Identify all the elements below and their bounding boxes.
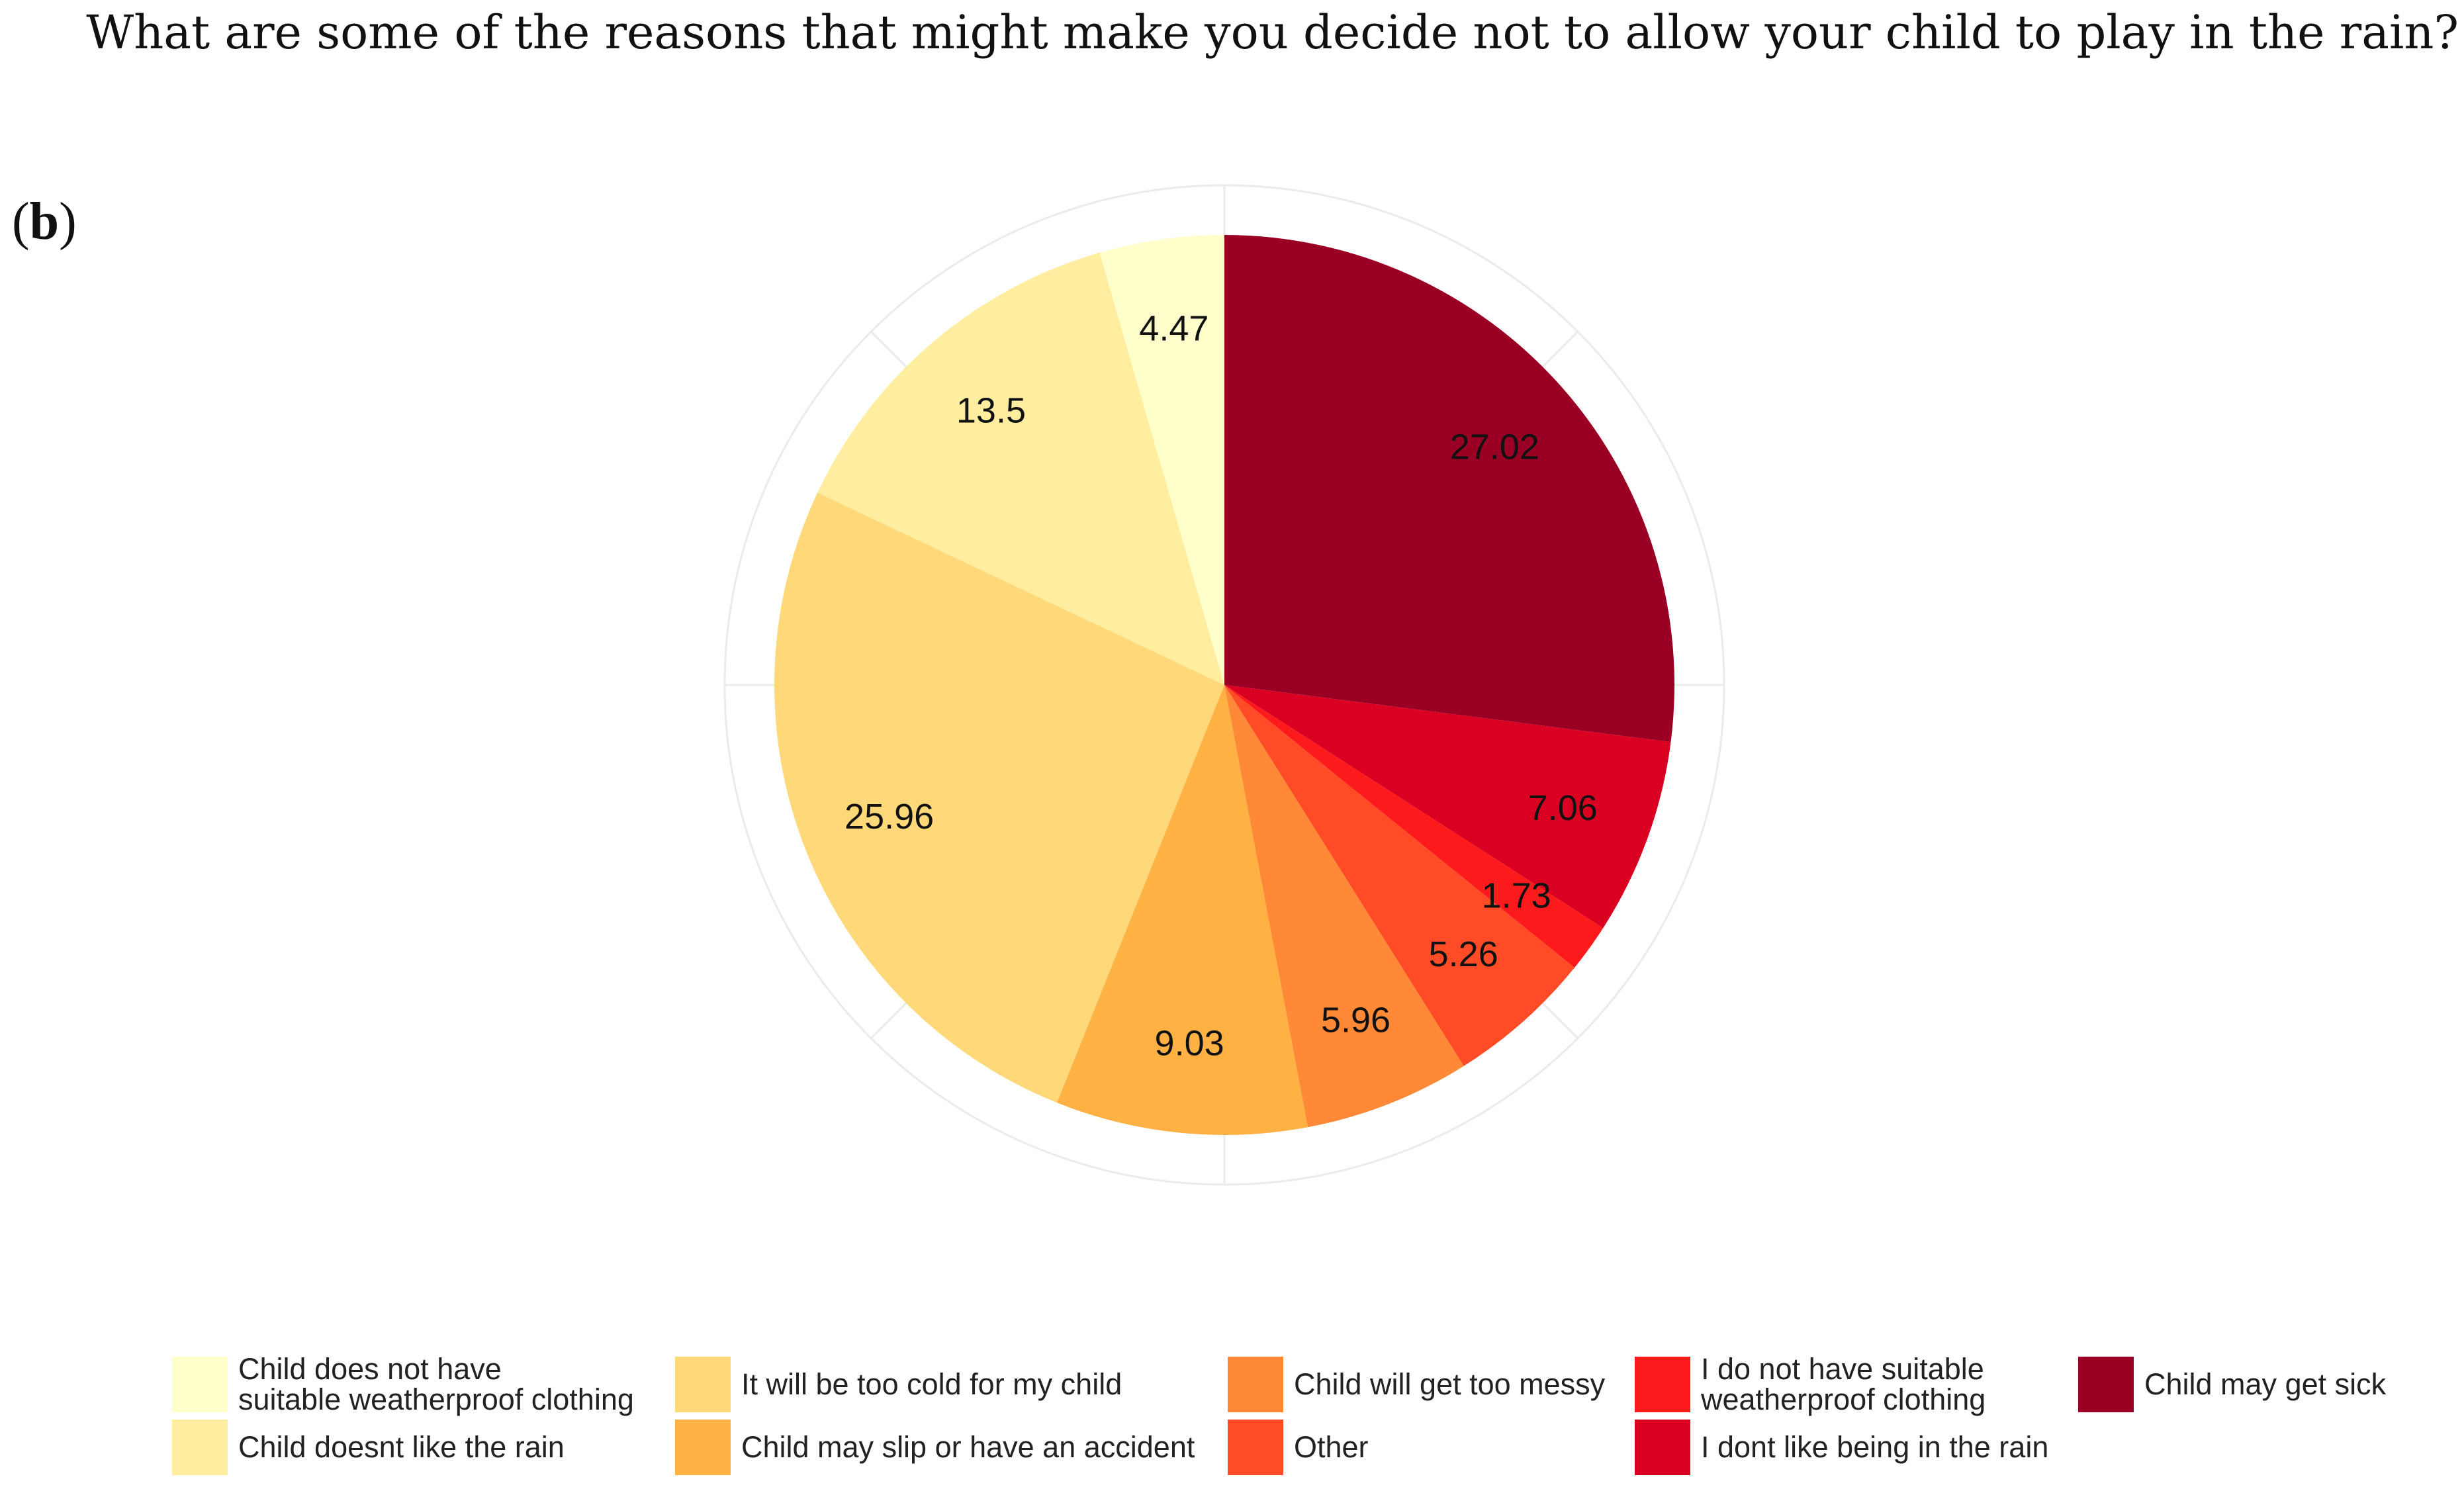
chart-question-title: What are some of the reasons that might … [86,5,2459,60]
pie-slice-i-do-not-have-suitable-weatherproof-clothing [1224,685,1604,968]
panel-label: (b) [12,192,77,252]
legend-swatch [172,1357,228,1412]
panel-label-close: ) [59,193,77,251]
legend-item-child-will-get-too-messy: Child will get too messy [1228,1357,1605,1412]
legend-item-i-do-not-have-suitable-weatherproof-clothing: I do not have suitable weatherproof clot… [1635,1352,1986,1416]
legend-item-i-dont-like-being-in-the-rain: I dont like being in the rain [1635,1420,2048,1475]
pie-slice-child-may-slip-or-have-an-accident [1057,685,1308,1135]
legend-swatch [2078,1357,2134,1412]
pie-slice-other [1224,685,1574,1066]
slice-value-label-child-will-get-too-messy: 5.96 [1321,1000,1391,1040]
legend-item-it-will-be-too-cold-for-my-child: It will be too cold for my child [675,1357,1122,1412]
legend-swatch [675,1357,731,1412]
pie-slice-i-dont-like-being-in-the-rain [1224,685,1671,928]
legend-label: I dont like being in the rain [1701,1430,2049,1464]
legend-label: Child does not have suitable weatherproo… [238,1352,634,1416]
slice-value-label-child-may-slip-or-have-an-accident: 9.03 [1155,1023,1224,1063]
legend-label: Child will get too messy [1294,1367,1606,1401]
pie-slice-it-will-be-too-cold-for-my-child [774,492,1224,1103]
slice-labels: 27.02 7.06 1.73 5.26 5.96 9.03 25.96 13.5 4.47 [844,308,1598,1063]
pie-chart: 27.02 7.06 1.73 5.26 5.96 9.03 25.96 13.5 4.47 [723,184,1725,1186]
legend-swatch [1228,1420,1283,1475]
slice-value-label-i-dont-like-being-in-the-rain: 7.06 [1528,788,1598,828]
legend-swatch [1635,1357,1690,1412]
legend: Child does not have suitable weatherproo… [172,1352,2422,1482]
slice-value-label-child-does-not-have-suitable-weatherproof-clothing: 4.47 [1139,308,1209,348]
legend-swatch [172,1420,228,1475]
pie-slices [774,235,1674,1135]
legend-item-other: Other [1228,1420,1369,1475]
pie-slice-child-may-get-sick [1224,235,1674,743]
slice-value-label-other: 5.26 [1429,934,1498,974]
panel-label-letter: b [29,193,60,251]
slice-value-label-it-will-be-too-cold-for-my-child: 25.96 [844,797,934,837]
panel-label-open: ( [12,193,30,251]
legend-item-child-may-get-sick: Child may get sick [2078,1357,2386,1412]
legend-item-child-does-not-have-suitable-weatherproof-clothing: Child does not have suitable weatherproo… [172,1352,634,1416]
pie-slice-child-doesnt-like-the-rain [817,252,1224,685]
legend-label: I do not have suitable weatherproof clot… [1701,1352,1986,1416]
slice-value-label-child-doesnt-like-the-rain: 13.5 [956,391,1026,431]
slice-value-label-i-do-not-have-suitable-weatherproof-clothing: 1.73 [1482,876,1551,915]
slice-value-label-child-may-get-sick: 27.02 [1450,428,1539,467]
legend-item-child-may-slip-or-have-an-accident: Child may slip or have an accident [675,1420,1195,1475]
pie-slice-child-will-get-too-messy [1224,685,1464,1128]
legend-label: Child may get sick [2144,1367,2387,1401]
legend-label: Child doesnt like the rain [238,1430,565,1464]
legend-label: Child may slip or have an accident [741,1430,1195,1464]
pie-slice-child-does-not-have-suitable-weatherproof-clothing [1099,235,1224,685]
legend-swatch [1635,1420,1690,1475]
legend-swatch [1228,1357,1283,1412]
legend-label: Other [1294,1430,1369,1464]
legend-item-child-doesnt-like-the-rain: Child doesnt like the rain [172,1420,565,1475]
legend-swatch [675,1420,731,1475]
legend-label: It will be too cold for my child [741,1367,1122,1401]
